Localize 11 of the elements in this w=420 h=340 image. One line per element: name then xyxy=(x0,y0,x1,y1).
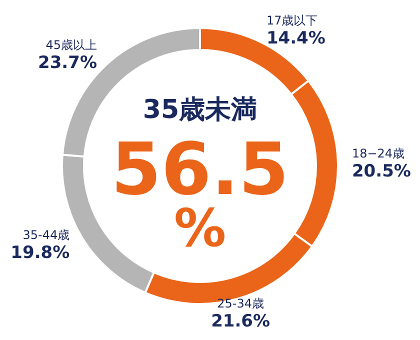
slice-label: 25-34歳 xyxy=(217,296,264,310)
slice-label: 45歳以上 xyxy=(46,38,97,52)
text: 35歳未満 xyxy=(142,95,258,125)
data-label: 19.8% xyxy=(10,243,70,264)
slice-label: 18−24歳 xyxy=(352,146,405,161)
slice-label: 35-44歳 xyxy=(22,228,70,242)
data-label: 21.6% xyxy=(211,311,270,332)
data-label: 20.5% xyxy=(352,162,411,182)
data-label: 23.7% xyxy=(38,53,97,74)
data-label: 14.4% xyxy=(266,28,326,48)
slice-label: 17歳以下 xyxy=(266,13,318,28)
